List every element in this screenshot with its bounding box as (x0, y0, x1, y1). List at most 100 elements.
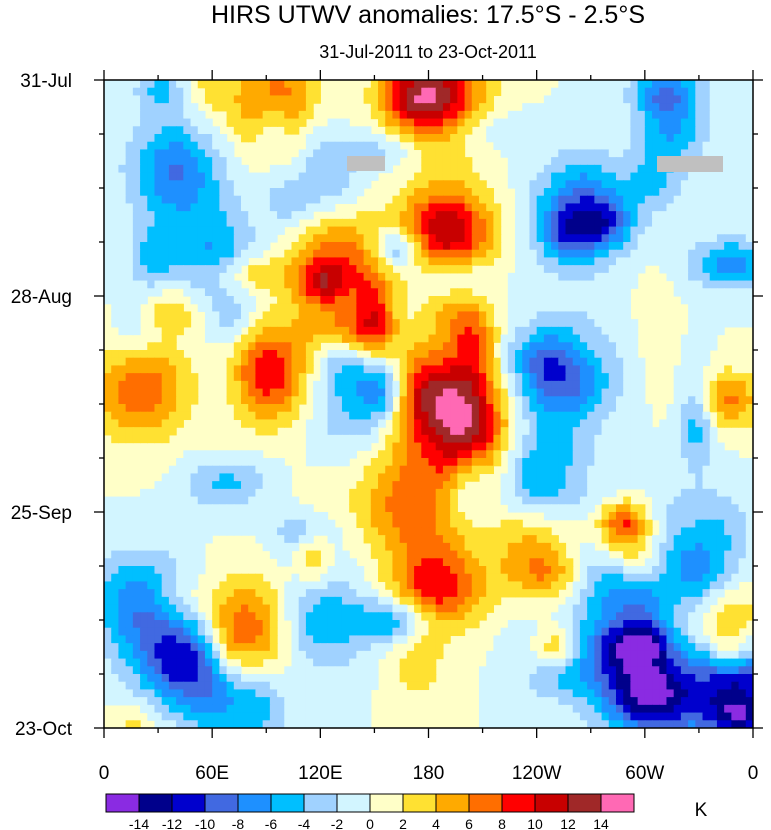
field-cell (154, 365, 163, 374)
field-cell (334, 427, 343, 436)
field-cell (572, 234, 581, 243)
field-cell (118, 211, 127, 220)
field-cell (125, 172, 134, 181)
field-cell (132, 504, 141, 513)
field-cell (132, 566, 141, 575)
field-cell (255, 249, 264, 259)
field-cell (421, 203, 430, 212)
field-cell (140, 542, 148, 552)
field-cell (579, 265, 588, 274)
field-cell (305, 103, 314, 112)
field-cell (551, 558, 559, 567)
field-cell (601, 404, 610, 413)
field-cell (197, 118, 206, 127)
field-cell (385, 411, 394, 421)
field-cell (298, 326, 307, 336)
field-cell (680, 481, 689, 490)
field-cell (659, 550, 668, 559)
field-cell (291, 496, 300, 505)
field-cell (154, 496, 163, 505)
field-cell (313, 512, 321, 521)
field-cell (543, 396, 552, 405)
field-cell (738, 211, 747, 220)
field-cell (659, 249, 668, 259)
field-cell (615, 157, 624, 166)
field-cell (572, 589, 581, 598)
field-cell (644, 110, 653, 120)
field-cell (536, 581, 545, 590)
field-cell (666, 481, 675, 490)
field-cell (183, 265, 192, 274)
field-cell (724, 542, 732, 552)
field-cell (168, 496, 177, 505)
field-cell (168, 465, 177, 475)
field-cell (601, 311, 610, 320)
field-cell (298, 195, 307, 205)
field-cell (630, 249, 639, 259)
field-cell (579, 87, 588, 97)
field-cell (536, 550, 545, 559)
field-cell (212, 481, 220, 490)
field-cell (392, 257, 401, 266)
field-cell (652, 434, 660, 444)
field-cell (161, 180, 170, 189)
field-cell (680, 404, 689, 413)
field-cell (630, 203, 639, 212)
field-cell (478, 249, 487, 259)
field-cell (608, 334, 617, 343)
field-cell (579, 249, 588, 259)
field-cell (695, 404, 704, 413)
field-cell (551, 380, 559, 390)
field-cell (695, 504, 704, 513)
field-cell (132, 535, 141, 544)
field-cell (716, 566, 725, 575)
field-cell (745, 126, 753, 135)
field-cell (522, 134, 531, 143)
field-cell (673, 458, 682, 467)
field-cell (486, 342, 494, 351)
field-cell (219, 149, 228, 158)
field-cell (478, 380, 487, 390)
field-cell (572, 427, 581, 436)
field-cell (406, 527, 415, 536)
field-cell (168, 118, 177, 127)
field-cell (486, 242, 494, 251)
field-cell (414, 110, 422, 120)
field-cell (226, 319, 235, 328)
field-cell (680, 357, 689, 367)
field-cell (587, 404, 595, 413)
field-cell (428, 427, 437, 436)
field-cell (190, 581, 199, 590)
field-cell (464, 535, 473, 544)
field-cell (212, 326, 220, 336)
field-cell (572, 504, 581, 513)
field-cell (212, 95, 220, 104)
field-cell (414, 527, 422, 536)
field-cell (111, 180, 120, 189)
field-cell (551, 442, 559, 451)
field-cell (168, 388, 177, 397)
field-cell (623, 326, 632, 336)
field-cell (738, 188, 747, 197)
field-cell (161, 589, 170, 598)
field-cell (572, 496, 581, 505)
field-cell (104, 280, 112, 289)
field-cell (392, 218, 401, 228)
field-cell (320, 573, 329, 583)
field-cell (284, 80, 293, 89)
field-cell (536, 350, 545, 359)
field-cell (745, 396, 753, 405)
field-cell (320, 357, 329, 367)
field-cell (551, 388, 559, 397)
field-cell (579, 458, 588, 467)
field-cell (262, 350, 271, 359)
field-cell (695, 172, 704, 181)
field-cell (716, 141, 725, 151)
field-cell (378, 396, 386, 405)
field-cell (558, 573, 567, 583)
field-cell (680, 573, 689, 583)
field-cell (615, 535, 624, 544)
field-cell (154, 527, 163, 536)
field-cell (313, 134, 321, 143)
field-cell (522, 118, 531, 127)
